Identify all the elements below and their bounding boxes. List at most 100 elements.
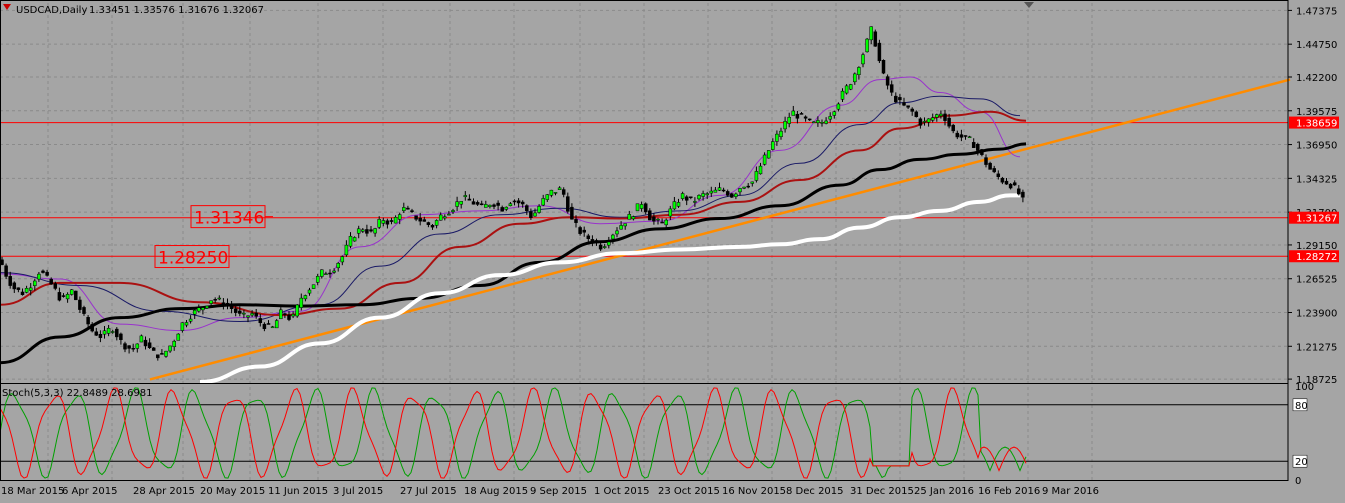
candle [758,162,763,175]
candle [812,121,816,124]
candle-body [217,297,222,300]
candle [631,215,636,221]
candle-body [4,265,8,277]
candle-body [74,290,78,301]
candle [443,214,447,221]
candle [254,309,258,319]
candle-body [697,195,701,200]
candle-body [639,204,644,209]
candle-body [438,214,443,221]
candle [221,298,226,310]
candle-body [283,313,287,315]
candle [725,189,730,197]
candle-body [246,315,250,318]
candle [28,283,33,296]
candle-body [734,193,738,197]
candle-body [102,330,107,335]
candle-body [725,191,730,196]
candle-body [143,339,148,347]
candle [151,347,156,351]
candle [549,189,554,198]
candle [393,215,398,224]
candle [943,109,947,126]
candle [561,187,566,198]
candle [652,213,656,225]
candle [143,336,148,350]
candle [135,343,140,353]
stoch-axis-label: 20 [1295,457,1308,468]
candle [426,221,431,228]
candle-body [652,216,656,222]
candle-body [41,270,45,273]
candle [877,39,882,64]
candle [463,191,468,201]
candle-body [414,215,418,220]
candle-body [779,130,783,138]
candle [115,327,119,341]
candle-body [303,295,308,300]
scroll-to-end-arrow[interactable] [1024,2,1034,8]
candle [615,227,619,238]
candle [533,208,537,217]
candle-body [295,304,299,317]
candle [799,112,804,115]
candle [176,333,181,341]
candle-body [619,225,623,230]
candle [828,112,832,123]
candle [680,191,685,201]
candle [69,289,74,296]
candle [328,269,332,278]
candle-body [61,295,66,297]
candle-body [1004,180,1009,185]
x-tick-label: 3 Jul 2015 [333,486,383,497]
candle-body [607,241,611,246]
candle [980,148,984,157]
candle-body [250,313,254,316]
candle [914,110,919,118]
candle [106,324,111,337]
candle-body [861,54,865,65]
candle [78,296,82,313]
candle-body [553,192,558,194]
candle [127,345,131,354]
candle [213,297,217,303]
candle [898,94,902,105]
candle-body [115,328,119,338]
candle-body [684,196,689,201]
stoch-pane-frame [0,383,1289,481]
candle-body [668,208,673,217]
candle-body [471,201,476,205]
candle [1004,177,1009,185]
candle [664,218,668,228]
candle-body [24,288,29,293]
candle-body [197,307,201,312]
candle-body [168,345,172,352]
candle [836,102,841,112]
candle [717,182,722,191]
candle-body [209,300,213,304]
candle-body [664,219,668,226]
trendline[interactable] [149,78,1291,381]
candle [988,161,992,170]
candle [336,262,340,272]
candle-body [922,121,927,123]
candle-body [156,354,160,359]
y-tick-label: 1.18725 [1296,375,1337,386]
candle-body [615,230,619,235]
price-level-box [1289,116,1339,129]
candle-body [717,187,722,191]
candle [422,216,427,222]
candle-body [771,141,775,150]
candle-body [881,60,886,74]
candle-body [935,114,939,118]
candle [8,271,12,289]
candle [385,218,390,229]
candle [566,192,570,214]
candle [303,294,308,302]
candle-body [447,213,451,216]
candle-body [754,171,759,181]
y-tick-label: 1.23900 [1296,309,1337,320]
candle-body [291,314,295,317]
candle-body [299,297,304,308]
